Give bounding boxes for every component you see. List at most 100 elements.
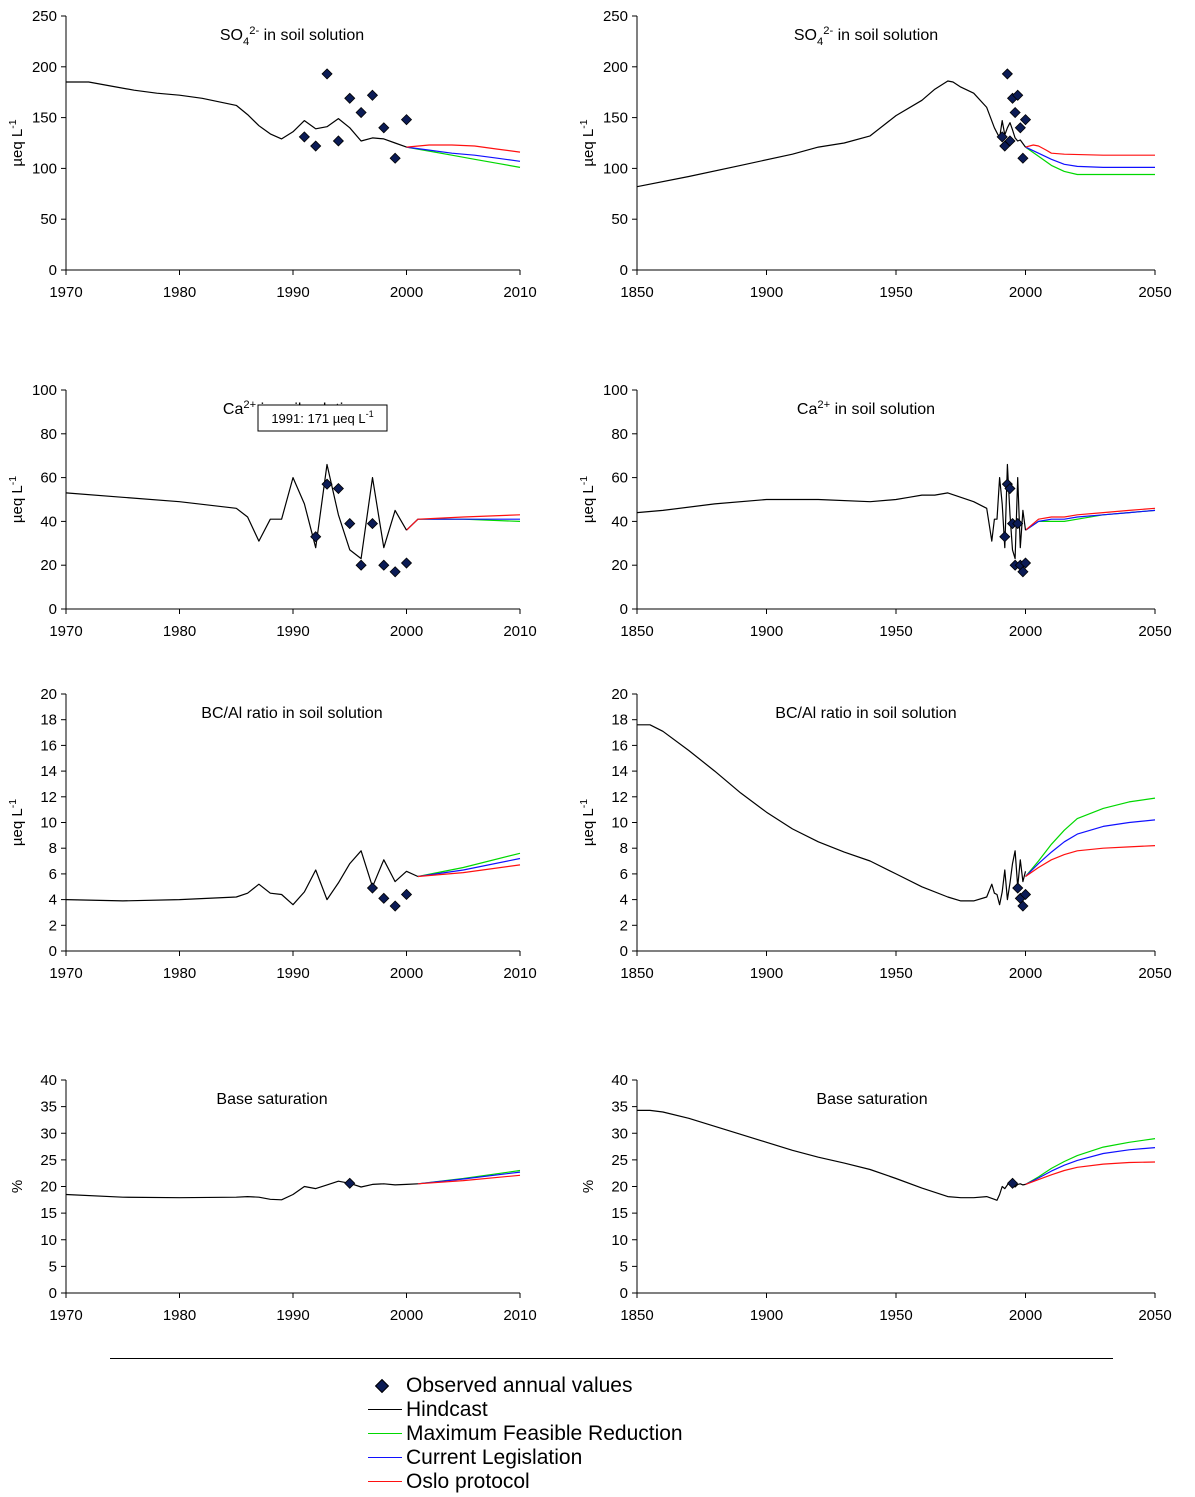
observed-point	[389, 566, 401, 578]
legend-swatch-oslo	[368, 1481, 402, 1482]
x-tick-label: 1990	[276, 284, 309, 301]
chart-title-part: 2-	[249, 25, 259, 37]
y-tick-label: 0	[620, 262, 628, 279]
y-tick-label: 30	[40, 1125, 57, 1142]
y-axis-label-text-part: µeq L	[9, 808, 26, 846]
series-line-hindcast	[66, 81, 407, 148]
y-axis-label-text: µeq L-1	[7, 799, 26, 846]
y-tick-label: 14	[611, 763, 628, 780]
chart-title-part: SO	[220, 27, 243, 44]
x-tick-label: 1980	[163, 284, 196, 301]
y-tick-label: 80	[40, 426, 57, 443]
observed-point	[1009, 106, 1021, 119]
x-tick-label: 1980	[163, 965, 196, 982]
y-axis-label: µeq L-1	[578, 799, 597, 846]
y-axis-label-text-part: -1	[578, 476, 590, 485]
legend-swatch-hindcast	[368, 1409, 402, 1410]
y-axis-label-text-part: µeq L	[9, 129, 26, 167]
y-tick-label: 250	[32, 8, 57, 25]
x-tick-label: 2000	[1009, 1307, 1042, 1324]
x-tick-label: 1900	[750, 284, 783, 301]
x-tick-label: 1970	[49, 1307, 82, 1324]
y-tick-label: 8	[620, 840, 628, 857]
y-axis-label-text-part: %	[580, 1180, 597, 1193]
chart-title: SO42- in soil solution	[220, 25, 364, 48]
y-tick-label: 250	[603, 8, 628, 25]
observed-point	[332, 482, 344, 495]
x-tick-label: 1850	[620, 284, 653, 301]
y-tick-label: 0	[620, 1285, 628, 1302]
y-axis-label-text-part: µeq L	[580, 129, 597, 167]
series-line-cl	[1025, 146, 1155, 168]
observed-point	[999, 531, 1011, 543]
chart-title-part: BC/Al ratio in soil solution	[775, 705, 956, 722]
x-tick-label: 2000	[390, 1307, 423, 1324]
y-tick-label: 60	[611, 470, 628, 487]
chart-title: Base saturation	[816, 1091, 927, 1108]
legend-label-hindcast: Hindcast	[406, 1398, 488, 1421]
y-axis-label-text-part: -1	[7, 119, 19, 128]
y-tick-label: 40	[40, 1072, 57, 1089]
observed-point	[344, 1177, 356, 1189]
x-tick-label: 1950	[879, 284, 912, 301]
observed-point	[1019, 557, 1032, 569]
y-tick-label: 100	[603, 382, 628, 399]
observed-point	[310, 140, 322, 152]
legend-swatch-cl	[368, 1457, 402, 1458]
diamond-marker-icon	[374, 1378, 390, 1394]
x-tick-label: 1950	[879, 623, 912, 640]
chart-title-part: SO	[794, 27, 817, 44]
x-tick-label: 1850	[620, 1307, 653, 1324]
series-line-oslo	[406, 514, 521, 531]
y-tick-label: 25	[611, 1152, 628, 1169]
y-tick-label: 80	[611, 426, 628, 443]
x-tick-label: 2010	[503, 623, 536, 640]
chart-title: BC/Al ratio in soil solution	[201, 705, 382, 722]
x-tick-label: 2050	[1138, 965, 1171, 982]
chart-panel-8: 0 5 10 15 20 25 30 35 40 1850 1900 1950 2000 2050% Bas…	[580, 1072, 1172, 1324]
series-line-hindcast	[636, 463, 1027, 560]
y-tick-label: 5	[620, 1258, 628, 1275]
y-tick-label: 10	[40, 1232, 57, 1249]
y-axis-label: %	[9, 1180, 26, 1193]
observed-point	[366, 518, 379, 530]
y-axis-label-text-part: %	[9, 1180, 26, 1193]
annotation-box	[257, 404, 388, 432]
y-tick-label: 200	[32, 59, 57, 76]
y-tick-label: 100	[32, 160, 57, 177]
y-tick-label: 10	[40, 815, 57, 832]
x-tick-label: 2000	[390, 623, 423, 640]
observed-point	[1001, 68, 1013, 80]
observed-point	[389, 900, 401, 912]
x-tick-label: 1970	[49, 284, 82, 301]
annotation-text-part: -1	[366, 409, 374, 419]
observed-point	[1006, 1177, 1019, 1189]
chart-title-part: Base saturation	[816, 1091, 927, 1108]
y-axis-label-text: µeq L-1	[578, 119, 597, 166]
series-line-hindcast	[65, 463, 408, 560]
legend-divider	[110, 1358, 1113, 1359]
y-tick-label: 200	[603, 59, 628, 76]
y-tick-label: 16	[611, 737, 628, 754]
legend-label-observed: Observed annual values	[406, 1374, 633, 1397]
series-line-hindcast	[637, 724, 1027, 906]
x-tick-label: 1850	[620, 623, 653, 640]
y-tick-label: 30	[611, 1125, 628, 1142]
y-tick-label: 40	[611, 1072, 628, 1089]
observed-point	[1017, 152, 1029, 164]
y-tick-label: 20	[40, 557, 57, 574]
y-tick-label: 5	[49, 1258, 57, 1275]
y-axis-label-text: µeq L-1	[578, 799, 597, 846]
x-tick-label: 2000	[390, 284, 423, 301]
observed-point	[378, 122, 390, 134]
y-tick-label: 2	[620, 917, 628, 934]
y-axis-label-text-part: µeq L	[580, 485, 597, 523]
observed-point	[355, 106, 367, 119]
chart-title-part: 2+	[243, 399, 256, 411]
legend-label-cl: Current Legislation	[406, 1446, 583, 1469]
y-tick-label: 20	[40, 686, 57, 703]
y-tick-label: 14	[40, 763, 57, 780]
series-line-hindcast	[65, 1180, 418, 1201]
y-tick-label: 15	[611, 1205, 628, 1222]
chart-title: BC/Al ratio in soil solution	[775, 705, 956, 722]
